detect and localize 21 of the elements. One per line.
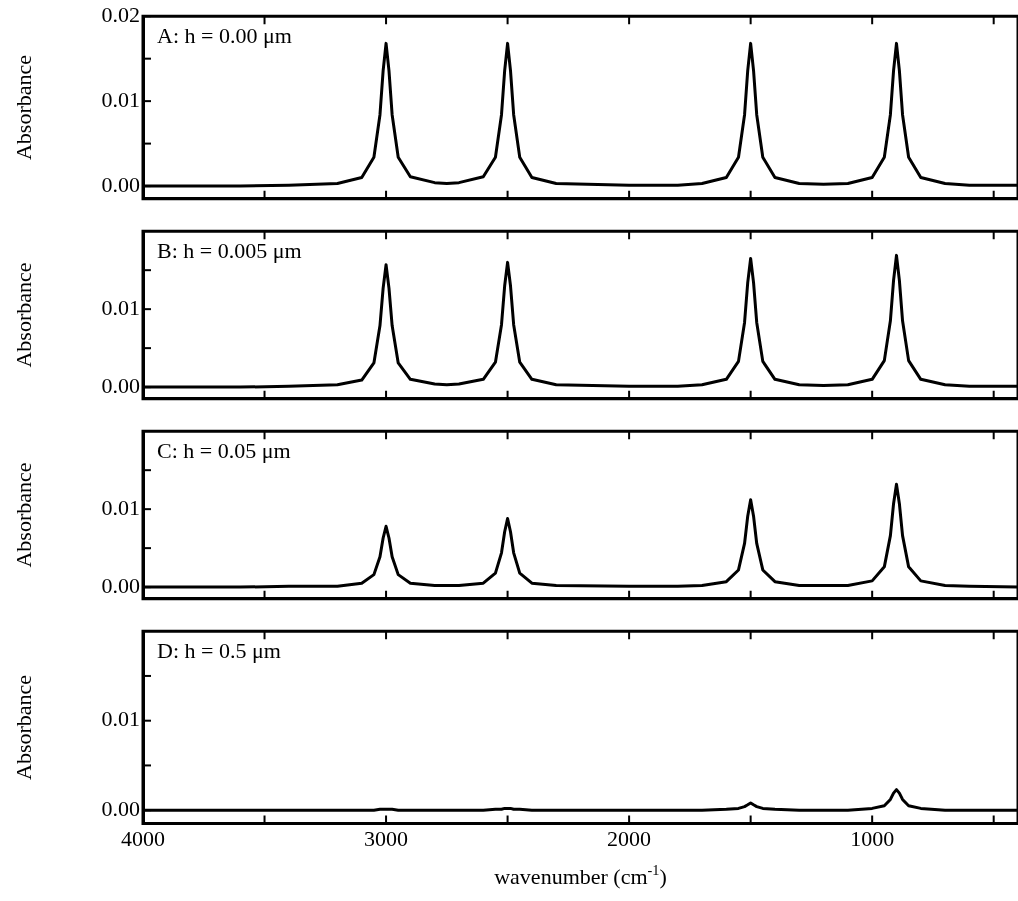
y-axis-title: Absorbance [10,262,36,368]
annotation: A: h = 0.00 μm [157,22,292,48]
x-tick-label: 3000 [364,825,409,851]
y-axis-title: Absorbance [10,674,36,780]
y-tick-label: 0.00 [101,171,140,197]
annotation: C: h = 0.05 μm [157,437,291,463]
y-tick-label: 0.00 [101,572,140,598]
y-tick-label: 0.01 [101,86,140,112]
y-tick-label: 0.00 [101,795,140,821]
annotation: B: h = 0.005 μm [157,237,302,263]
y-tick-label: 0.02 [101,1,140,27]
y-axis-title: Absorbance [10,54,36,161]
annotation: D: h = 0.5 μm [157,637,281,663]
y-tick-label: 0.01 [101,494,140,520]
x-tick-label: 4000 [121,825,165,851]
y-tick-label: 0.00 [101,372,140,398]
x-tick-label: 2000 [607,825,652,851]
y-tick-label: 0.01 [101,294,140,320]
y-axis-title: Absorbance [10,462,36,568]
x-tick-label: 1000 [850,825,895,851]
y-tick-label: 0.01 [101,706,140,732]
